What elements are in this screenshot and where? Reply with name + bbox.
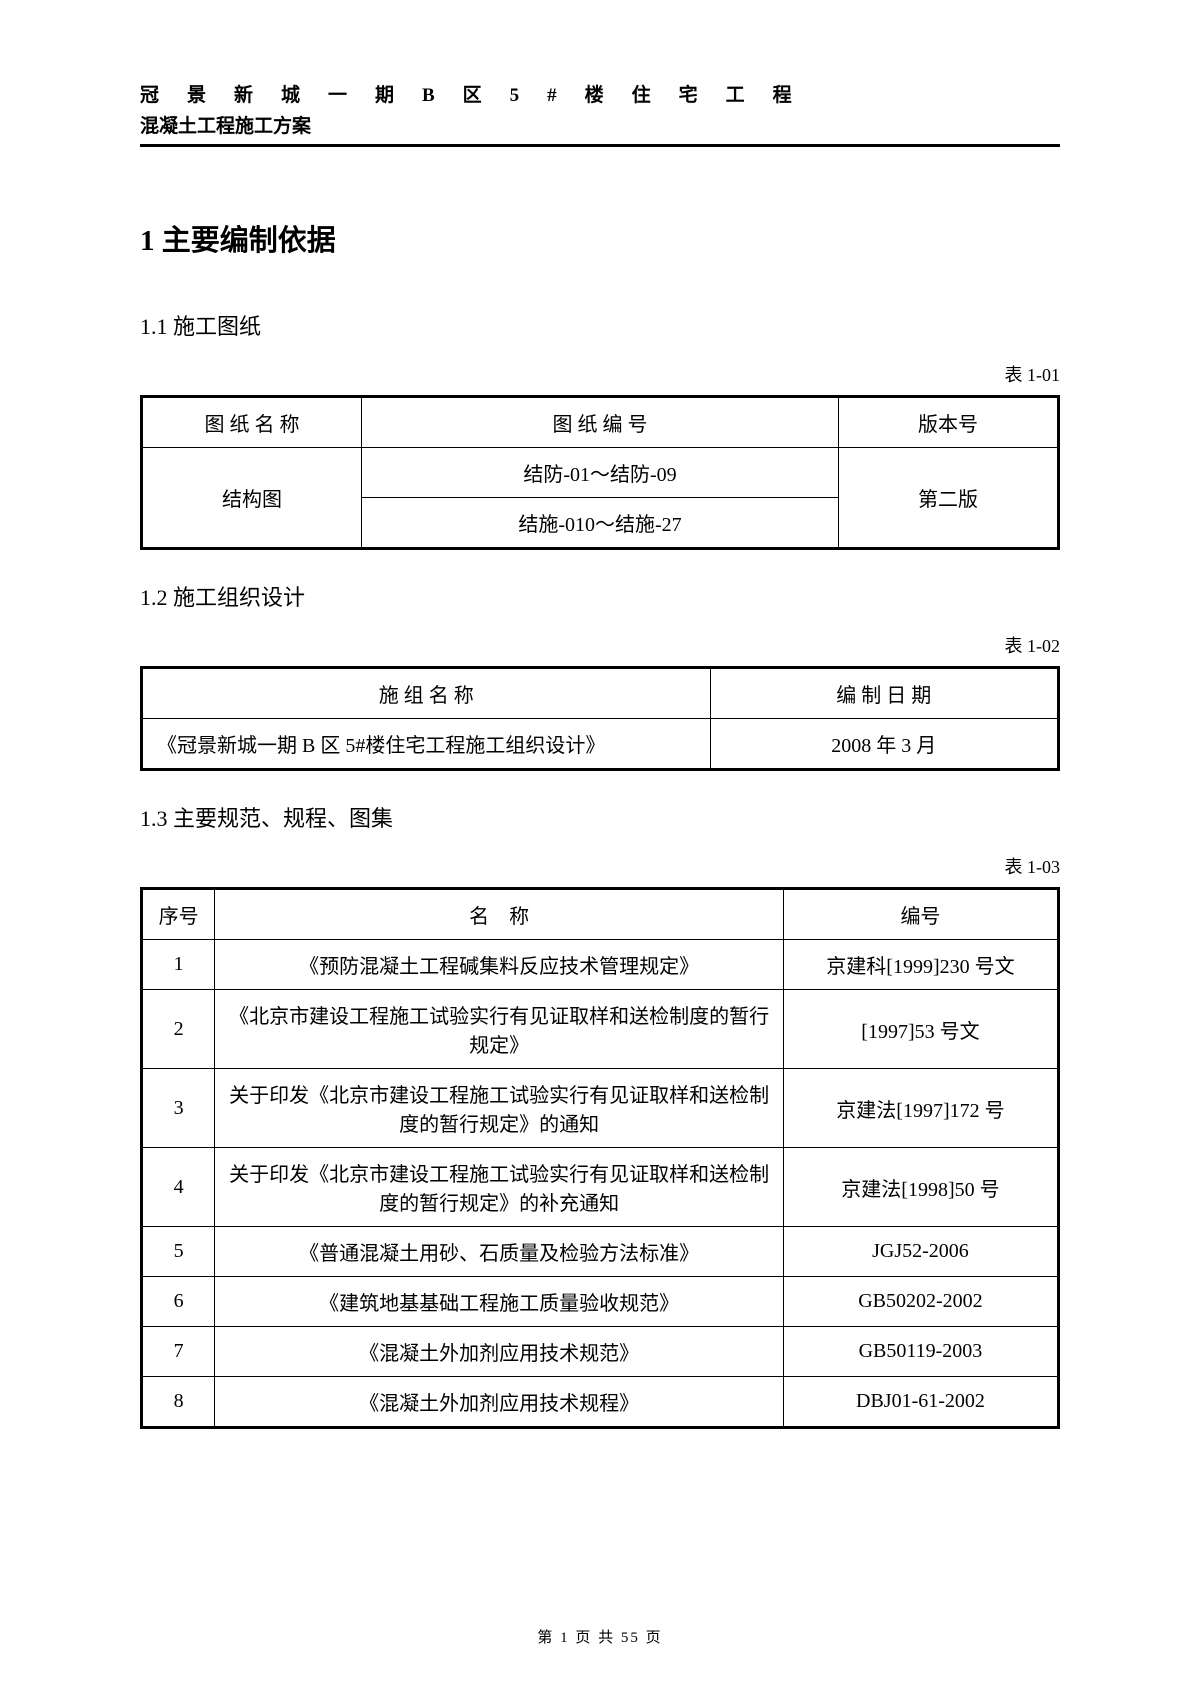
page-footer: 第 1 页 共 55 页 xyxy=(0,1626,1200,1647)
table-cell: [1997]53 号文 xyxy=(783,990,1058,1069)
table-cell: 京建科[1999]230 号文 xyxy=(783,940,1058,990)
table-cell: 4 xyxy=(142,1148,215,1227)
table-2-header-name: 施 组 名 称 xyxy=(142,668,711,719)
table-cell: 《混凝土外加剂应用技术规程》 xyxy=(215,1377,784,1428)
table-cell: 8 xyxy=(142,1377,215,1428)
table-cell: 结防-01～结防-09 xyxy=(362,448,839,498)
table-cell: 《预防混凝土工程碱集料反应技术管理规定》 xyxy=(215,940,784,990)
table-1: 图 纸 名 称 图 纸 编 号 版本号 结构图 结防-01～结防-09 第二版 … xyxy=(140,395,1060,550)
section-1-3-title: 1.3 主要规范、规程、图集 xyxy=(140,801,1060,833)
table-2-header-date: 编 制 日 期 xyxy=(710,668,1058,719)
table-3: 序号 名 称 编号 1 《预防混凝土工程碱集料反应技术管理规定》 京建科[199… xyxy=(140,887,1060,1429)
table-cell: 第二版 xyxy=(838,448,1058,549)
table-1-header-num: 图 纸 编 号 xyxy=(362,397,839,448)
table-cell: 京建法[1997]172 号 xyxy=(783,1069,1058,1148)
table-cell: 结构图 xyxy=(142,448,362,549)
table-1-header-ver: 版本号 xyxy=(838,397,1058,448)
table-cell: GB50119-2003 xyxy=(783,1327,1058,1377)
table-cell: 《北京市建设工程施工试验实行有见证取样和送检制度的暂行规定》 xyxy=(215,990,784,1069)
table-cell: 《普通混凝土用砂、石质量及检验方法标准》 xyxy=(215,1227,784,1277)
table-1-label: 表 1-01 xyxy=(140,361,1060,387)
table-cell: 5 xyxy=(142,1227,215,1277)
project-title: 冠景新城一期B区5#楼住宅工程 xyxy=(140,80,820,107)
table-cell: 关于印发《北京市建设工程施工试验实行有见证取样和送检制度的暂行规定》的通知 xyxy=(215,1069,784,1148)
table-2: 施 组 名 称 编 制 日 期 《冠景新城一期 B 区 5#楼住宅工程施工组织设… xyxy=(140,666,1060,771)
table-cell: 7 xyxy=(142,1327,215,1377)
table-cell: 2008 年 3 月 xyxy=(710,719,1058,770)
table-cell: 6 xyxy=(142,1277,215,1327)
doc-subtitle: 混凝土工程施工方案 xyxy=(140,111,1060,138)
table-3-label: 表 1-03 xyxy=(140,853,1060,879)
table-1-header-name: 图 纸 名 称 xyxy=(142,397,362,448)
table-cell: 结施-010～结施-27 xyxy=(362,498,839,549)
table-cell: 《建筑地基基础工程施工质量验收规范》 xyxy=(215,1277,784,1327)
section-1-title: 1 主要编制依据 xyxy=(140,217,1060,259)
table-cell: DBJ01-61-2002 xyxy=(783,1377,1058,1428)
table-3-header-seq: 序号 xyxy=(142,889,215,940)
table-cell: 2 xyxy=(142,990,215,1069)
table-cell: 关于印发《北京市建设工程施工试验实行有见证取样和送检制度的暂行规定》的补充通知 xyxy=(215,1148,784,1227)
table-3-header-code: 编号 xyxy=(783,889,1058,940)
table-cell: JGJ52-2006 xyxy=(783,1227,1058,1277)
table-cell: 3 xyxy=(142,1069,215,1148)
table-2-label: 表 1-02 xyxy=(140,632,1060,658)
page-header: 冠景新城一期B区5#楼住宅工程 混凝土工程施工方案 xyxy=(140,80,1060,147)
table-cell: 《混凝土外加剂应用技术规范》 xyxy=(215,1327,784,1377)
table-cell: 《冠景新城一期 B 区 5#楼住宅工程施工组织设计》 xyxy=(142,719,711,770)
table-3-header-name: 名 称 xyxy=(215,889,784,940)
table-cell: 1 xyxy=(142,940,215,990)
table-cell: GB50202-2002 xyxy=(783,1277,1058,1327)
section-1-2-title: 1.2 施工组织设计 xyxy=(140,580,1060,612)
section-1-1-title: 1.1 施工图纸 xyxy=(140,309,1060,341)
table-cell: 京建法[1998]50 号 xyxy=(783,1148,1058,1227)
